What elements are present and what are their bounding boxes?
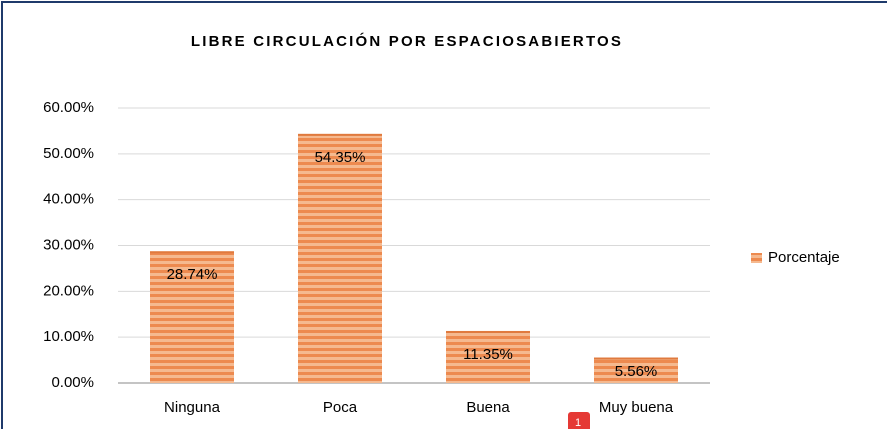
bar [298,133,382,383]
y-tick-label: 40.00% [43,191,94,208]
bar-top [150,251,234,254]
badge[interactable] [568,412,590,429]
data-label: 5.56% [615,363,658,380]
badge-text[interactable]: 1 [575,417,581,429]
bar-top [298,133,382,136]
x-tick-label: Muy buena [599,399,674,416]
bar [446,330,530,383]
y-tick-label: 50.00% [43,145,94,162]
x-tick-label: Buena [466,399,510,416]
bar [150,251,234,383]
x-tick-label: Poca [323,399,358,416]
y-tick-label: 20.00% [43,282,94,299]
data-label: 28.74% [167,266,218,283]
y-tick-label: 30.00% [43,236,94,253]
bar-top [594,357,678,360]
legend-swatch [751,253,762,263]
data-label: 54.35% [315,149,366,166]
y-tick-label: 60.00% [43,99,94,116]
y-tick-label: 10.00% [43,328,94,345]
chart-title: LIBRE CIRCULACIÓN POR ESPACIOSABIERTOS [191,32,623,50]
y-tick-label: 0.00% [51,374,94,391]
bar-top [446,330,530,333]
x-tick-label: Ninguna [164,399,221,416]
data-label: 11.35% [463,346,513,363]
bar [594,357,678,383]
legend-label: Porcentaje [768,249,840,266]
